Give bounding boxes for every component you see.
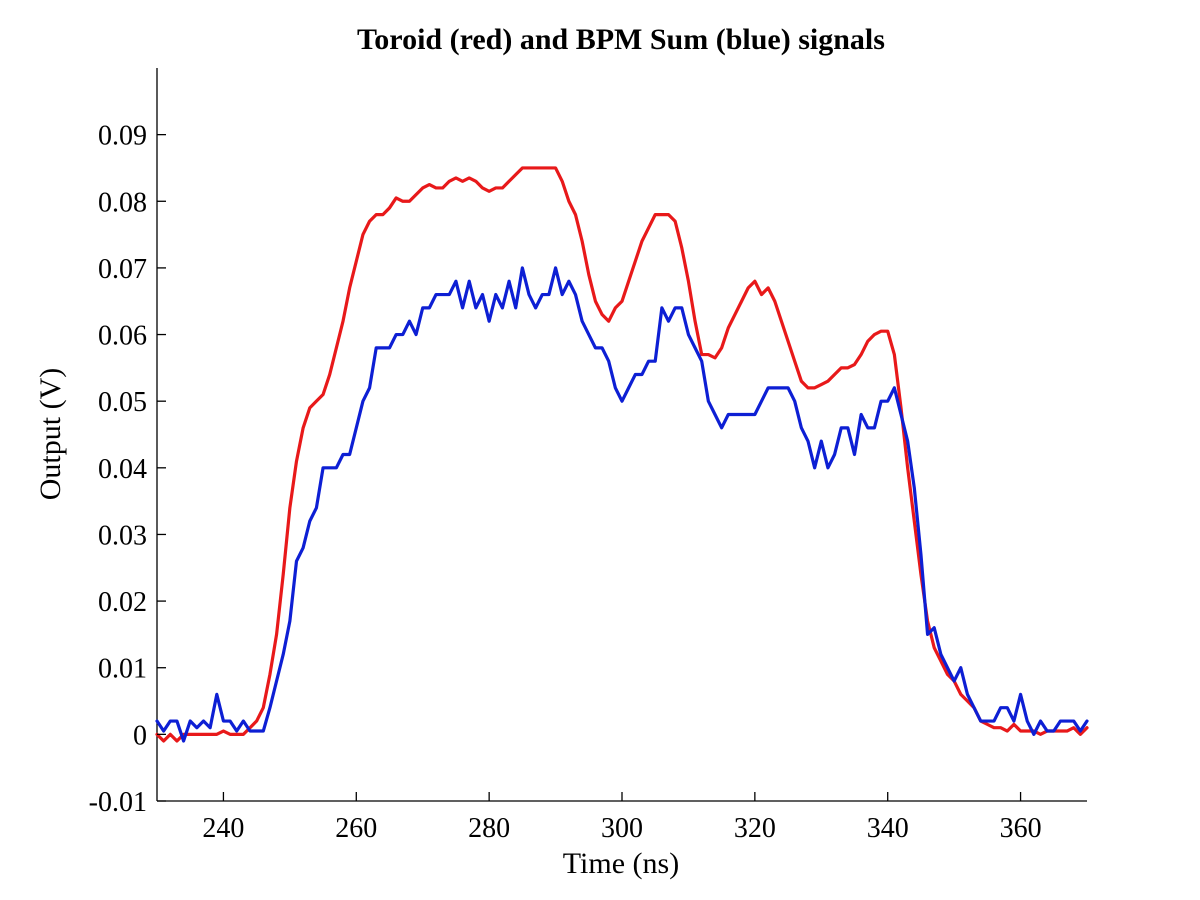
series-line-0 xyxy=(155,166,1089,743)
y-tick-label: 0.06 xyxy=(98,321,147,352)
y-tick-label: -0.01 xyxy=(89,787,147,818)
y-tick-label: 0.09 xyxy=(98,121,147,152)
x-tick-label: 240 xyxy=(202,813,244,844)
y-axis-label: Output (V) xyxy=(34,368,67,500)
y-tick-label: 0.01 xyxy=(98,654,147,685)
y-tick-label: 0.03 xyxy=(98,520,147,551)
x-tick-label: 360 xyxy=(1000,813,1042,844)
y-tick-label: 0.05 xyxy=(98,387,147,418)
y-tick-label: 0.08 xyxy=(98,187,147,218)
x-tick-label: 300 xyxy=(601,813,643,844)
x-tick-label: 260 xyxy=(335,813,377,844)
y-tick-label: 0.02 xyxy=(98,587,147,618)
y-tick-label: 0.07 xyxy=(98,254,147,285)
x-tick-label: 320 xyxy=(734,813,776,844)
x-tick-label: 280 xyxy=(468,813,510,844)
plot-area: 240 260 280 300 320 340 360 -0.01 0 0.01 0.02 0.03 0… xyxy=(89,68,1089,844)
chart-title: Toroid (red) and BPM Sum (blue) signals xyxy=(357,23,885,56)
series-line-1 xyxy=(155,266,1089,743)
x-tick-label: 340 xyxy=(867,813,909,844)
x-axis-label: Time (ns) xyxy=(563,847,679,880)
y-tick-label: 0.04 xyxy=(98,454,147,485)
y-tick-label: 0 xyxy=(133,720,147,751)
